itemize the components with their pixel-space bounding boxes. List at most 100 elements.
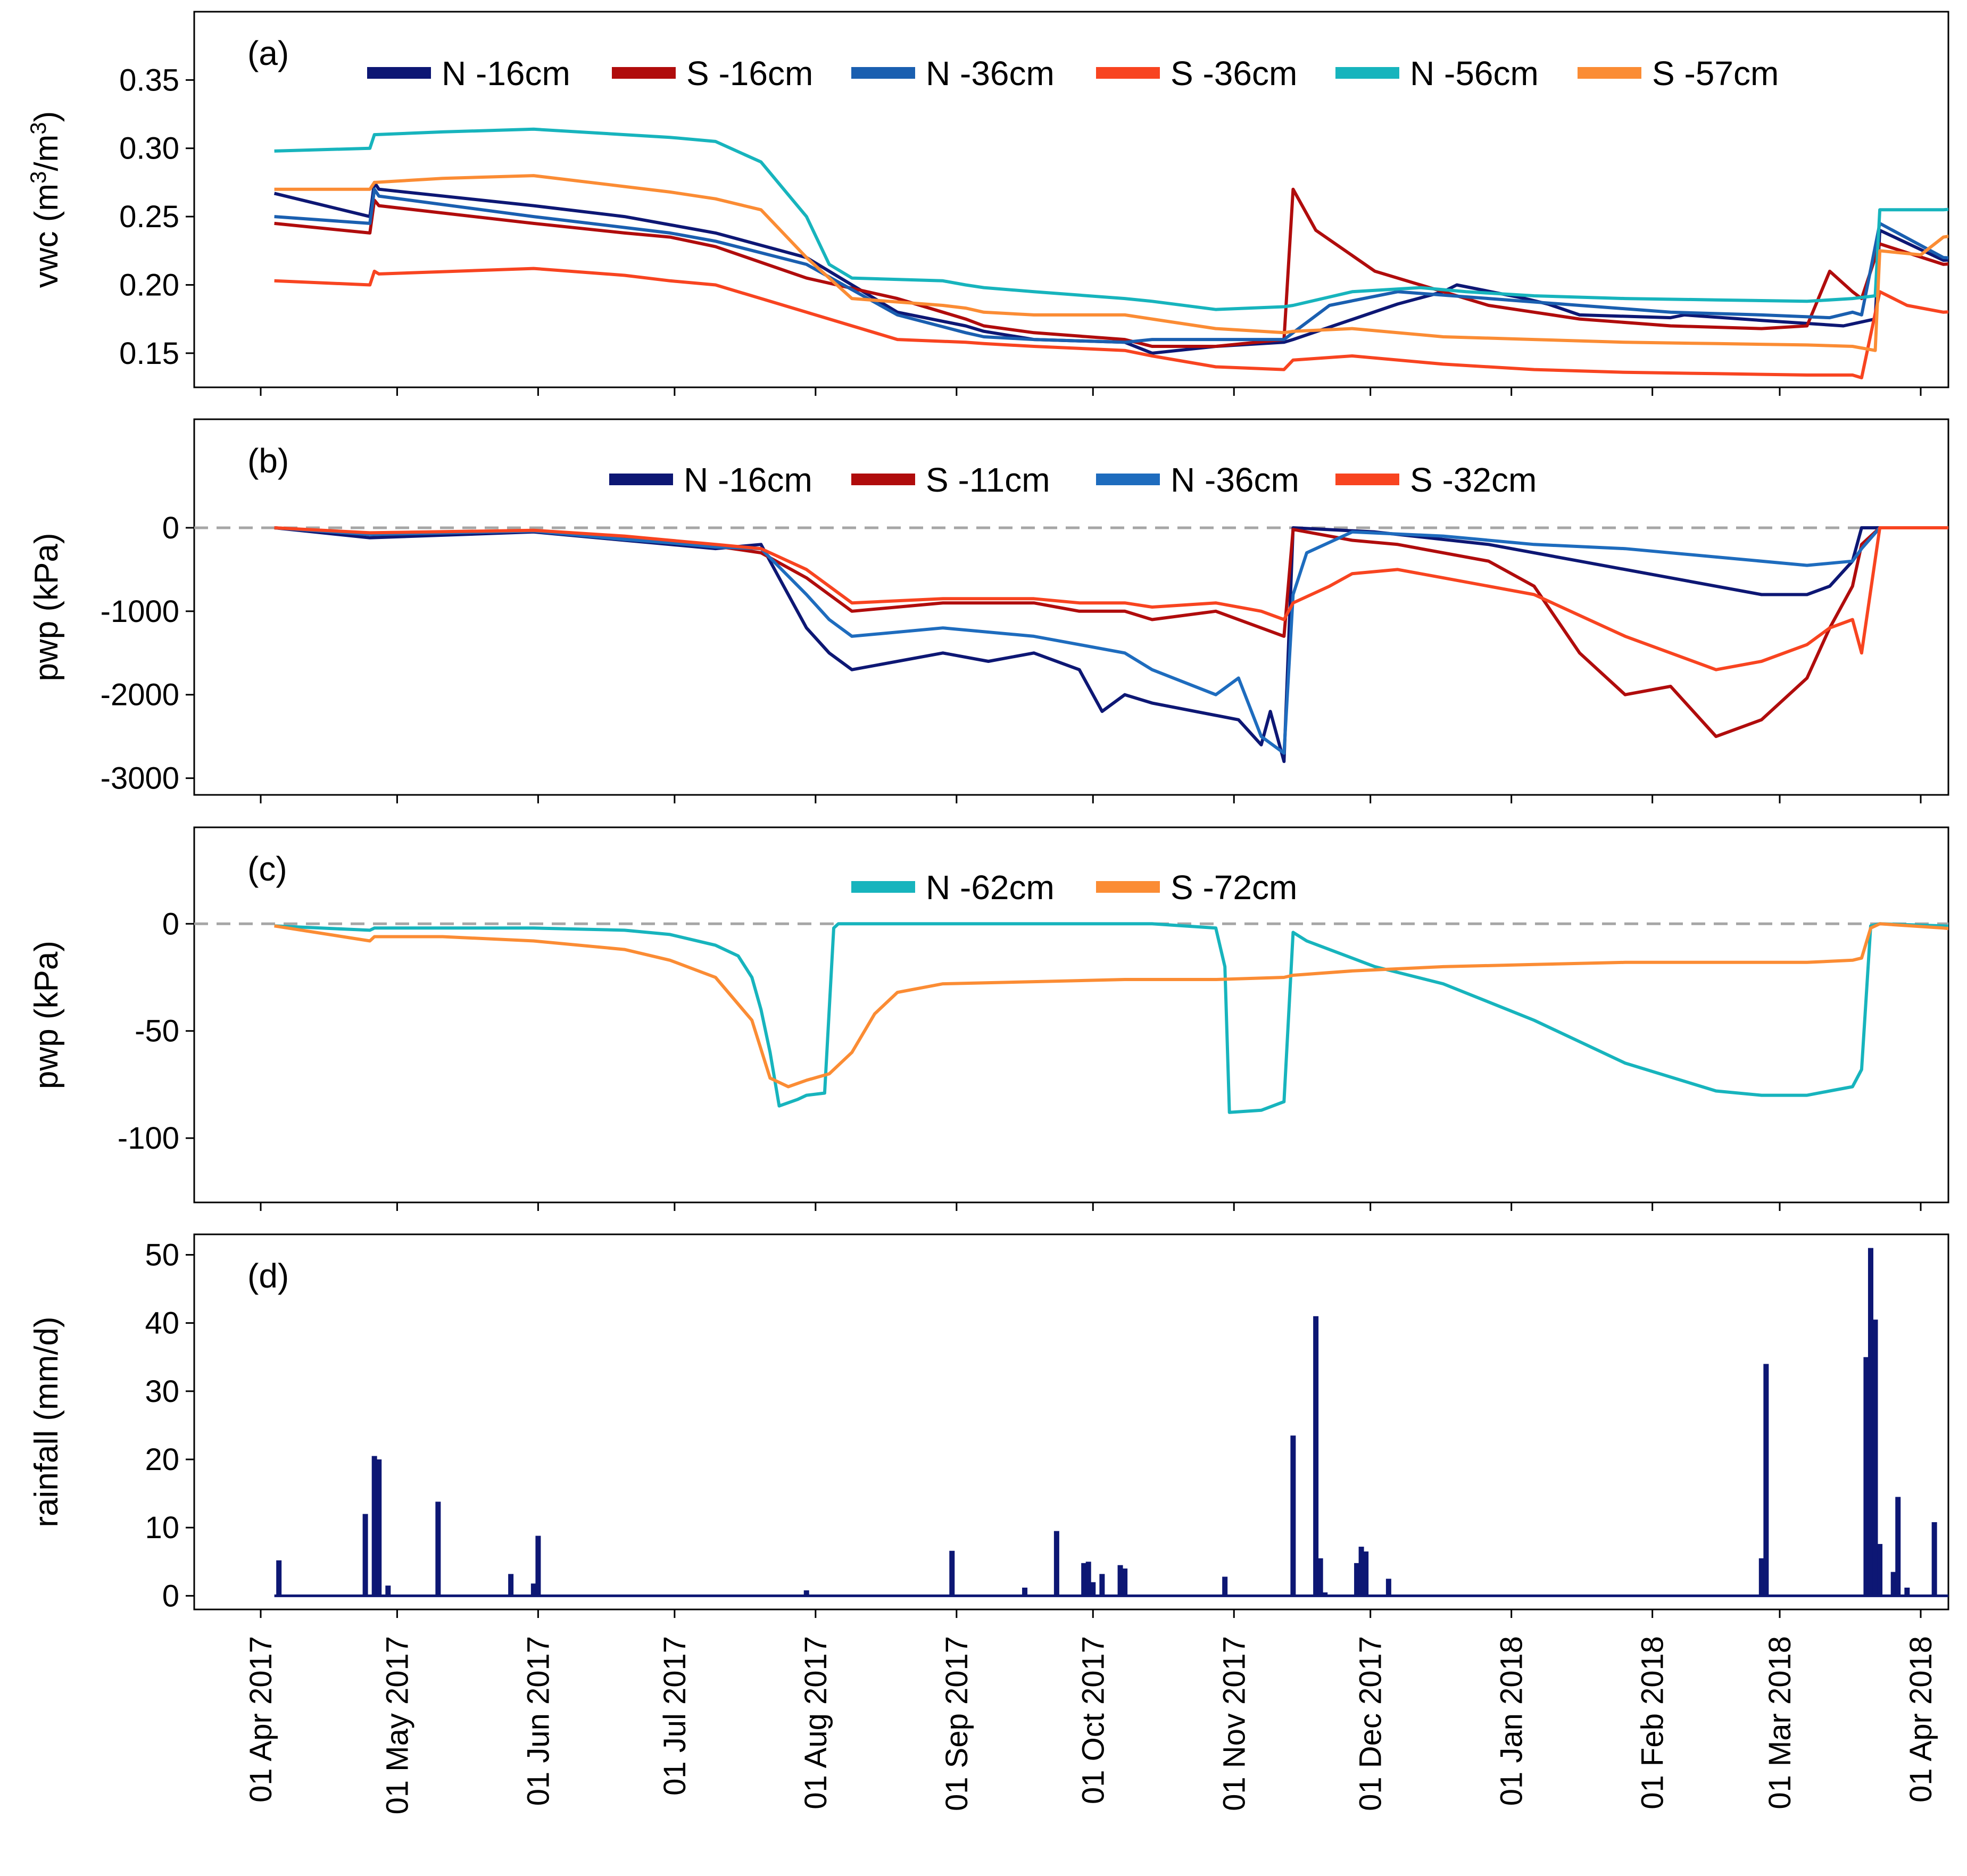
x-tick-label: 01 Oct 2017 — [1076, 1636, 1110, 1804]
legend-item: S -72cm — [1096, 868, 1297, 907]
legend-label: S -16cm — [686, 54, 813, 93]
x-tick-label: 01 Apr 2018 — [1904, 1636, 1938, 1803]
legend-label: N -36cm — [926, 54, 1055, 93]
rainfall-bar — [1890, 1572, 1896, 1596]
y-tick-label: 0 — [162, 1579, 179, 1613]
rainfall-bar — [276, 1560, 282, 1596]
rainfall-bar — [1959, 1581, 1964, 1596]
legend: N -16cm S -11cm N -36cm S -32cm — [609, 461, 1537, 499]
legend: N -16cm S -16cm N -36cm S -36cm N -56cm S -57… — [367, 54, 1779, 93]
series-line-s-32cm — [274, 526, 1948, 671]
rainfall-bar — [803, 1590, 809, 1596]
series-line-s-16cm — [274, 187, 1948, 348]
rainfall-bar — [949, 1550, 955, 1596]
panel-b: -3000 -2000 -1000 0 pwp (kPa) (b) N -16cm S -11… — [28, 418, 1949, 803]
panel-c-frame — [193, 826, 1949, 1203]
rainfall-bar — [1081, 1563, 1087, 1596]
legend-label: N -62cm — [926, 868, 1055, 907]
legend-swatch — [851, 67, 915, 79]
y-tick-label: 0 — [162, 511, 179, 545]
legend-swatch — [1335, 67, 1399, 79]
y-tick-label: 50 — [145, 1238, 179, 1272]
legend-item: N -62cm — [851, 868, 1055, 907]
rainfall-bar — [1877, 1543, 1883, 1596]
rainfall-bar — [1313, 1316, 1319, 1596]
legend-item: N -16cm — [367, 54, 570, 93]
y-tick-label: 20 — [145, 1442, 179, 1477]
rainfall-bar — [371, 1456, 377, 1596]
legend-item: N -16cm — [609, 461, 812, 499]
plot-area — [274, 526, 1948, 763]
legend-item: N -56cm — [1335, 54, 1539, 93]
panel-d-frame — [193, 1233, 1949, 1611]
y-axis-title-part: /m — [28, 135, 65, 171]
series-line-n-56cm — [274, 127, 1948, 311]
rainfall-bar — [1122, 1568, 1128, 1596]
legend-item: S -57cm — [1578, 54, 1779, 93]
plot-area — [273, 127, 1948, 379]
legend-label: N -36cm — [1171, 461, 1299, 499]
plot-area — [274, 1248, 1964, 1597]
series-line-n-36cm — [274, 526, 1948, 755]
rainfall-bar — [1099, 1574, 1105, 1596]
panel-label: (b) — [247, 442, 289, 480]
x-tick-label: 01 Dec 2017 — [1354, 1636, 1388, 1811]
x-tick-label: 01 Nov 2017 — [1217, 1636, 1251, 1811]
panel-a-frame — [193, 11, 1949, 388]
legend-item: S -16cm — [612, 54, 813, 93]
legend-label: N -16cm — [684, 461, 812, 499]
panel-label: (d) — [247, 1257, 289, 1295]
rainfall-bar — [1931, 1522, 1937, 1596]
panel-b-frame — [193, 418, 1949, 796]
legend-label: S -36cm — [1171, 54, 1297, 93]
y-axis-title: rainfall (mm/d) — [28, 1316, 65, 1527]
rainfall-bar — [1085, 1562, 1091, 1596]
x-tick-label: 01 Apr 2017 — [244, 1636, 278, 1803]
rainfall-bar — [1758, 1558, 1764, 1596]
legend-swatch — [1578, 67, 1641, 79]
rainfall-bar — [385, 1586, 391, 1596]
rainfall-bar — [362, 1514, 368, 1596]
y-tick-label: 0.30 — [119, 131, 179, 166]
rainfall-bar — [1363, 1551, 1369, 1596]
rainfall-bar — [1868, 1248, 1873, 1596]
legend-item: N -36cm — [851, 54, 1055, 93]
y-axis-title-part: 3 — [26, 122, 51, 134]
series-line-n-36cm — [274, 187, 1948, 344]
legend-swatch — [612, 67, 676, 79]
series-line-s-57cm — [274, 174, 1948, 352]
rainfall-bar — [1358, 1547, 1364, 1596]
panel-c: -100 -50 0 pwp (kPa) (c) N -62cm S -72cm — [28, 826, 1949, 1211]
series-line-n-16cm — [273, 180, 1948, 355]
rainfall-bar — [1053, 1531, 1059, 1596]
rainfall-bar — [508, 1574, 514, 1596]
rainfall-bar — [530, 1583, 536, 1596]
series-line-s-11cm — [274, 526, 1948, 738]
series-line-s-72cm — [274, 922, 1948, 1089]
rainfall-bar — [1117, 1565, 1123, 1596]
series-line-n-16cm — [274, 526, 1948, 763]
legend-item: N -36cm — [1096, 461, 1299, 499]
legend-swatch — [1096, 881, 1160, 893]
x-tick-label: 01 Jul 2017 — [658, 1636, 692, 1796]
legend-label: S -32cm — [1410, 461, 1537, 499]
rainfall-bar — [376, 1459, 382, 1596]
rainfall-bar — [1863, 1357, 1869, 1596]
rainfall-bar — [1385, 1579, 1391, 1596]
y-tick-label: 30 — [145, 1374, 179, 1409]
series-line-s-36cm — [274, 267, 1948, 379]
rainfall-bar — [1904, 1587, 1910, 1596]
rainfall-bar — [1290, 1435, 1296, 1596]
y-tick-label: -100 — [118, 1121, 179, 1156]
y-tick-label: 40 — [145, 1306, 179, 1341]
legend-swatch — [609, 474, 673, 485]
y-axis-title-part: 3 — [26, 171, 51, 184]
x-tick-label: 01 Jun 2017 — [521, 1636, 555, 1806]
y-tick-label: -2000 — [101, 678, 179, 712]
y-tick-label: 0.20 — [119, 268, 179, 302]
legend-label: N -16cm — [442, 54, 570, 93]
y-tick-label: 0.25 — [119, 200, 179, 234]
y-axis-title-part: ) — [28, 111, 65, 122]
